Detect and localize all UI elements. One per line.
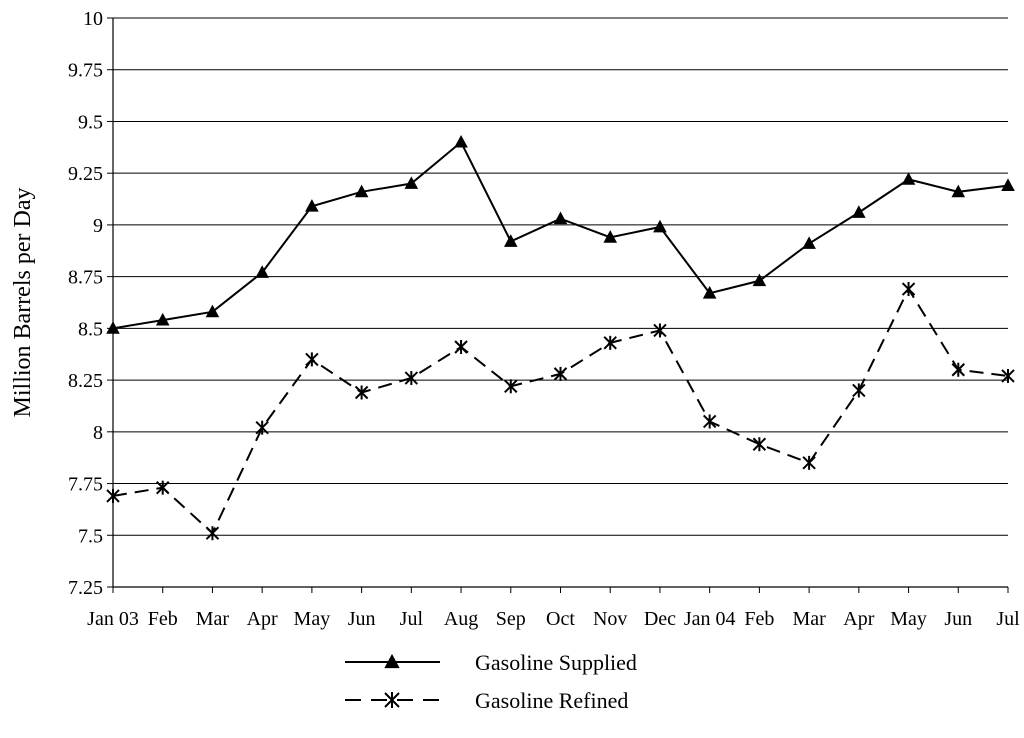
triangle-marker bbox=[653, 219, 667, 233]
asterisk-marker bbox=[802, 455, 816, 470]
y-tick-label: 8.5 bbox=[78, 318, 103, 340]
triangle-marker bbox=[852, 205, 866, 218]
asterisk-marker bbox=[702, 414, 717, 429]
x-tick-label: Apr bbox=[247, 608, 278, 630]
triangle-marker bbox=[951, 184, 966, 198]
x-tick-label: Jun bbox=[944, 608, 972, 630]
legend-item: Gasoline Refined bbox=[345, 688, 628, 713]
asterisk-marker bbox=[852, 383, 866, 398]
x-tick-label: Jan 04 bbox=[684, 608, 736, 630]
asterisk-marker bbox=[752, 437, 767, 452]
x-tick-label: Dec bbox=[644, 608, 676, 630]
axes bbox=[107, 17, 1009, 593]
legend-item: Gasoline Supplied bbox=[345, 650, 637, 675]
y-tick-label: 7.25 bbox=[68, 577, 103, 599]
triangle-marker bbox=[752, 273, 767, 287]
asterisk-marker bbox=[404, 371, 419, 386]
asterisk-marker bbox=[354, 385, 369, 400]
y-tick-label: 9.75 bbox=[68, 60, 103, 82]
gridlines bbox=[113, 17, 1008, 588]
y-tick-label: 7.75 bbox=[68, 474, 103, 496]
y-tick-label: 9.25 bbox=[68, 163, 103, 185]
legend-label: Gasoline Refined bbox=[475, 688, 628, 713]
asterisk-marker bbox=[454, 339, 468, 354]
triangle-marker bbox=[205, 304, 220, 318]
asterisk-marker bbox=[504, 379, 518, 394]
asterisk-marker bbox=[205, 526, 220, 541]
x-tick-label: Oct bbox=[546, 608, 575, 630]
triangle-marker bbox=[454, 134, 468, 148]
x-tick-label: Feb bbox=[148, 608, 178, 630]
legend: Gasoline Supplied Gasoline Refined bbox=[345, 650, 637, 713]
x-tick-label: Sep bbox=[496, 608, 526, 630]
asterisk-marker bbox=[951, 362, 965, 377]
asterisk-marker bbox=[1001, 368, 1015, 383]
y-tick-label: 7.5 bbox=[78, 525, 103, 547]
asterisk-marker bbox=[305, 352, 319, 367]
x-tick-label: Feb bbox=[744, 608, 774, 630]
asterisk-marker bbox=[653, 323, 667, 338]
triangle-marker bbox=[255, 265, 269, 278]
x-tick-label: Aug bbox=[444, 608, 478, 630]
y-tick-label: 8.25 bbox=[68, 370, 103, 392]
triangle-marker bbox=[305, 199, 319, 212]
asterisk-marker bbox=[603, 335, 617, 350]
triangle-marker bbox=[404, 176, 419, 189]
x-tick-label: May bbox=[294, 608, 331, 630]
asterisk-marker bbox=[156, 480, 170, 495]
series-layer bbox=[106, 134, 1015, 541]
x-tick-label: Jul bbox=[400, 608, 424, 630]
triangle-marker bbox=[503, 234, 518, 247]
y-tick-label: 8 bbox=[93, 422, 103, 444]
series-gasoline-refined bbox=[106, 282, 1015, 541]
asterisk-marker bbox=[901, 282, 916, 297]
triangle-marker bbox=[702, 285, 717, 299]
series-line bbox=[112, 140, 1009, 330]
x-tick-label: Apr bbox=[843, 608, 874, 630]
triangle-marker bbox=[901, 172, 916, 185]
triangle-marker bbox=[802, 236, 816, 249]
x-tick-label: Nov bbox=[593, 608, 627, 630]
triangle-marker bbox=[106, 321, 120, 334]
x-tick-labels: Jan 03 Feb Mar Apr May Jun Jul Aug Sep Oct Nov Dec J… bbox=[87, 608, 1020, 630]
y-tick-label: 9.5 bbox=[78, 111, 103, 133]
y-tick-labels: 7.25 7.5 7.75 8 8.25 8.5 8.75 9 9.25 9.5 9.75 10 bbox=[68, 8, 103, 599]
y-tick-label: 10 bbox=[83, 8, 103, 30]
triangle-marker bbox=[384, 653, 400, 669]
x-tick-label: Mar bbox=[792, 608, 826, 630]
x-tick-label: Mar bbox=[196, 608, 230, 630]
triangle-marker bbox=[553, 211, 568, 225]
legend-label: Gasoline Supplied bbox=[475, 650, 637, 675]
x-tick-label: Jan 03 bbox=[87, 608, 139, 630]
triangle-marker bbox=[603, 230, 618, 243]
y-axis-title: Million Barrels per Day bbox=[10, 188, 36, 418]
asterisk-marker bbox=[255, 420, 269, 435]
triangle-marker bbox=[354, 184, 369, 198]
asterisk-marker bbox=[384, 692, 400, 708]
series-gasoline-supplied bbox=[106, 134, 1015, 334]
triangle-marker bbox=[1001, 178, 1015, 191]
asterisk-marker bbox=[106, 488, 120, 503]
y-tick-label: 9 bbox=[93, 215, 103, 237]
y-tick-label: 8.75 bbox=[68, 267, 103, 289]
x-tick-label: Jul bbox=[996, 608, 1020, 630]
x-tick-label: Jun bbox=[348, 608, 376, 630]
asterisk-marker bbox=[553, 366, 568, 381]
triangle-marker bbox=[155, 312, 170, 326]
x-tick-label: May bbox=[890, 608, 927, 630]
series-line bbox=[112, 286, 1009, 535]
